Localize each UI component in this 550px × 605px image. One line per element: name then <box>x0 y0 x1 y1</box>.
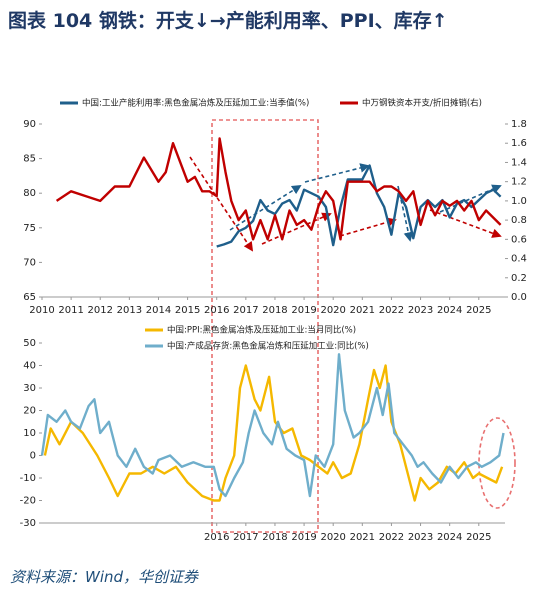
x-tick-label: 2024 <box>437 532 462 543</box>
x-tick-label: 2016 <box>204 532 229 543</box>
source-note: 资料来源：Wind，华创证券 <box>10 568 199 586</box>
x-tick-label: 2018 <box>262 305 287 316</box>
legend-label: 中国:PPI:黑色金属冶炼及压延加工业:当月同比(%) <box>167 325 356 336</box>
legend-label: 中国:工业产能利用率:黑色金属冶炼及压延加工业:当季值(%) <box>82 98 309 109</box>
y-tick-label: 40 <box>23 361 36 372</box>
y2-tick-label: 1.8 <box>511 119 527 130</box>
x-tick-label: 2013 <box>117 305 142 316</box>
x-tick-label: 2023 <box>408 305 433 316</box>
y-tick-label: -10 <box>20 473 36 484</box>
y-tick-label: 90 <box>23 119 36 130</box>
y-tick-label: -30 <box>20 518 36 529</box>
y2-tick-label: 0.8 <box>511 215 527 226</box>
highlight-ellipse <box>478 417 516 509</box>
series-line <box>55 137 502 241</box>
x-tick-label: 2014 <box>146 305 171 316</box>
y2-tick-label: 0.4 <box>511 254 527 265</box>
y-tick-label: 0 <box>30 451 36 462</box>
x-tick-label: 2022 <box>379 305 404 316</box>
series-line <box>40 353 505 498</box>
trend-arrow <box>304 163 370 183</box>
x-tick-label: 2021 <box>350 305 375 316</box>
x-tick-label: 2015 <box>175 305 200 316</box>
x-tick-label: 2021 <box>350 532 375 543</box>
y2-tick-label: 1.4 <box>511 157 527 168</box>
y-tick-label: 50 <box>23 338 36 349</box>
trend-arrow <box>339 217 397 237</box>
y-tick-label: -20 <box>20 496 36 507</box>
y-tick-label: 85 <box>23 154 36 165</box>
y-tick-label: 70 <box>23 257 36 268</box>
y2-tick-label: 0.6 <box>511 234 527 245</box>
x-tick-label: 2019 <box>291 532 316 543</box>
y2-tick-label: 1.6 <box>511 138 527 149</box>
highlight-box <box>211 119 319 533</box>
x-tick-label: 2020 <box>320 305 345 316</box>
legend-label: 中万钢铁资本开支/折旧摊销(右) <box>362 98 482 109</box>
x-tick-label: 2012 <box>88 305 113 316</box>
trend-arrow <box>429 209 502 238</box>
y-tick-label: 10 <box>23 428 36 439</box>
x-tick-label: 2016 <box>204 305 229 316</box>
x-tick-label: 2020 <box>320 532 345 543</box>
x-tick-label: 2023 <box>408 532 433 543</box>
y2-tick-label: 0.0 <box>511 292 527 303</box>
charts: 65 70 75 80 85 90 0.0 0.2 0.4 0.6 0.8 1.0 1.2 1.4 1.6 1… <box>20 98 527 544</box>
series-line <box>43 364 504 502</box>
y-tick-label: 20 <box>23 406 36 417</box>
x-tick-label: 2017 <box>233 532 258 543</box>
series-line <box>216 164 502 248</box>
y-tick-label: 65 <box>23 292 36 303</box>
x-tick-label: 2022 <box>379 532 404 543</box>
y-tick-label: 30 <box>23 383 36 394</box>
x-tick-label: 2025 <box>466 305 491 316</box>
x-tick-label: 2011 <box>58 305 83 316</box>
x-tick-label: 2019 <box>291 305 316 316</box>
legend-label: 中国:产成品存货:黑色金属冶炼和压延加工业:同比(%) <box>167 341 369 352</box>
y-tick-label: 80 <box>23 188 36 199</box>
x-tick-label: 2024 <box>437 305 462 316</box>
y-tick-label: 75 <box>23 223 36 234</box>
trend-arrow <box>261 212 332 245</box>
x-tick-label: 2010 <box>29 305 54 316</box>
x-tick-label: 2025 <box>466 532 491 543</box>
y2-tick-label: 1.0 <box>511 196 527 207</box>
y2-tick-label: 1.2 <box>511 177 527 188</box>
y2-tick-label: 0.2 <box>511 273 527 284</box>
trend-arrow <box>189 156 254 252</box>
figure-title: 图表 104 钢铁：开支↓→产能利用率、PPI、库存↑ <box>8 10 448 32</box>
x-tick-label: 2017 <box>233 305 258 316</box>
x-tick-label: 2018 <box>262 532 287 543</box>
trend-arrow <box>439 184 502 213</box>
